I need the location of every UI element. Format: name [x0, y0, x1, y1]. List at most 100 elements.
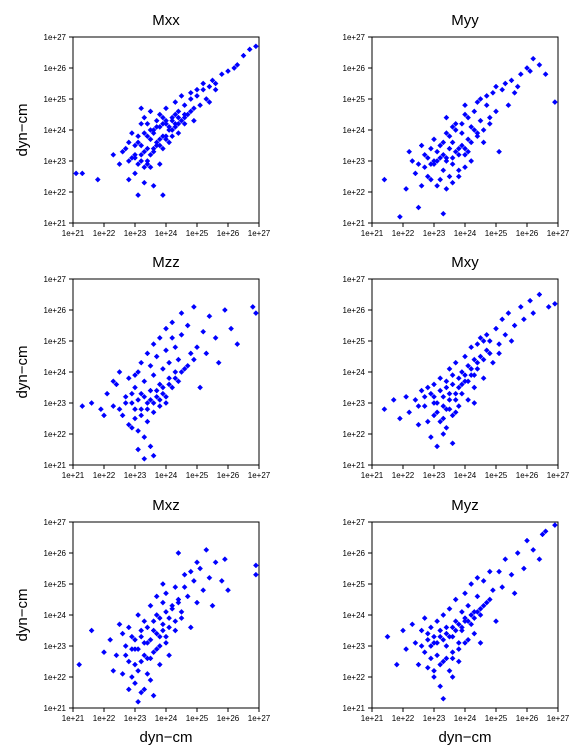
x-tick-label: 1e+25 [485, 471, 508, 480]
data-point [437, 683, 444, 690]
x-tick-label: 1e+21 [361, 229, 384, 238]
x-tick-label: 1e+24 [155, 471, 178, 480]
data-point [493, 108, 499, 115]
data-point [160, 133, 166, 140]
data-point [403, 393, 409, 400]
data-point [471, 356, 478, 363]
x-tick-label: 1e+27 [248, 229, 271, 238]
data-point [150, 649, 157, 656]
data-point [449, 655, 456, 662]
x-tick-label: 1e+23 [423, 471, 446, 480]
data-point [468, 366, 475, 372]
y-tick-label: 1e+24 [44, 368, 67, 377]
data-point [135, 192, 141, 198]
data-point [141, 640, 148, 646]
data-point [206, 313, 213, 320]
data-point [110, 378, 117, 385]
y-tick-label: 1e+24 [44, 611, 67, 620]
data-point [141, 130, 148, 136]
x-tick-label: 1e+27 [248, 471, 271, 480]
data-point [231, 65, 238, 71]
data-point [400, 627, 406, 634]
data-point [144, 133, 151, 140]
data-point [187, 108, 194, 115]
y-tick-label: 1e+22 [343, 188, 366, 197]
data-point [511, 590, 518, 597]
data-point [163, 325, 169, 332]
data-point [443, 378, 450, 385]
data-point [197, 565, 203, 572]
data-point [412, 640, 419, 646]
data-point [418, 387, 425, 394]
data-point [446, 406, 453, 413]
data-point [166, 652, 172, 659]
data-point [480, 356, 487, 363]
data-point [113, 381, 120, 388]
data-point [119, 630, 126, 637]
data-point [443, 186, 450, 192]
data-point [144, 624, 151, 631]
data-point [465, 636, 471, 643]
data-point [132, 384, 138, 391]
data-point [446, 366, 453, 372]
data-point [428, 643, 434, 649]
data-point [249, 304, 256, 310]
data-point [156, 397, 163, 403]
data-point [197, 384, 203, 391]
data-point [443, 655, 450, 662]
data-point [153, 593, 160, 600]
data-point [144, 400, 151, 406]
data-point [462, 372, 468, 378]
y-tick-label: 1e+25 [44, 95, 67, 104]
data-point [446, 667, 453, 674]
data-point [138, 158, 145, 164]
x-tick-label: 1e+22 [392, 229, 415, 238]
data-point [175, 108, 182, 115]
data-point [468, 124, 475, 130]
data-point [144, 655, 151, 662]
data-point [449, 624, 456, 631]
y-tick-label: 1e+21 [343, 461, 366, 470]
data-point [138, 105, 145, 112]
data-point [73, 170, 79, 177]
data-point [536, 556, 543, 563]
data-point [156, 381, 163, 388]
data-point [169, 319, 176, 326]
data-point [428, 176, 434, 183]
data-point [144, 671, 151, 677]
data-point [119, 412, 126, 419]
data-point [452, 359, 459, 366]
data-point [431, 674, 437, 680]
data-point [153, 630, 160, 637]
data-point [150, 372, 157, 378]
data-point [144, 145, 151, 152]
data-point [132, 661, 138, 668]
data-point [141, 393, 148, 400]
data-point [471, 372, 478, 378]
data-point [129, 646, 135, 652]
data-point [468, 344, 475, 351]
x-tick-label: 1e+21 [62, 471, 85, 480]
data-point [428, 390, 434, 397]
data-point [101, 412, 107, 419]
x-tick-label: 1e+21 [361, 471, 384, 480]
y-tick-label: 1e+21 [44, 461, 67, 470]
data-point [187, 96, 194, 102]
data-point [421, 649, 428, 656]
data-point [462, 640, 468, 646]
data-point [434, 182, 440, 189]
x-tick-label: 1e+23 [124, 714, 147, 723]
data-point [511, 89, 518, 96]
data-point [240, 52, 247, 59]
data-point [156, 615, 163, 621]
data-point [452, 596, 459, 603]
data-point [147, 362, 154, 369]
data-point [381, 176, 388, 183]
y-tick-label: 1e+24 [343, 611, 366, 620]
data-point [452, 127, 459, 133]
data-point [468, 139, 475, 146]
data-point [135, 161, 141, 167]
y-tick-label: 1e+27 [343, 275, 366, 284]
data-point [141, 686, 148, 693]
data-point [147, 602, 154, 609]
